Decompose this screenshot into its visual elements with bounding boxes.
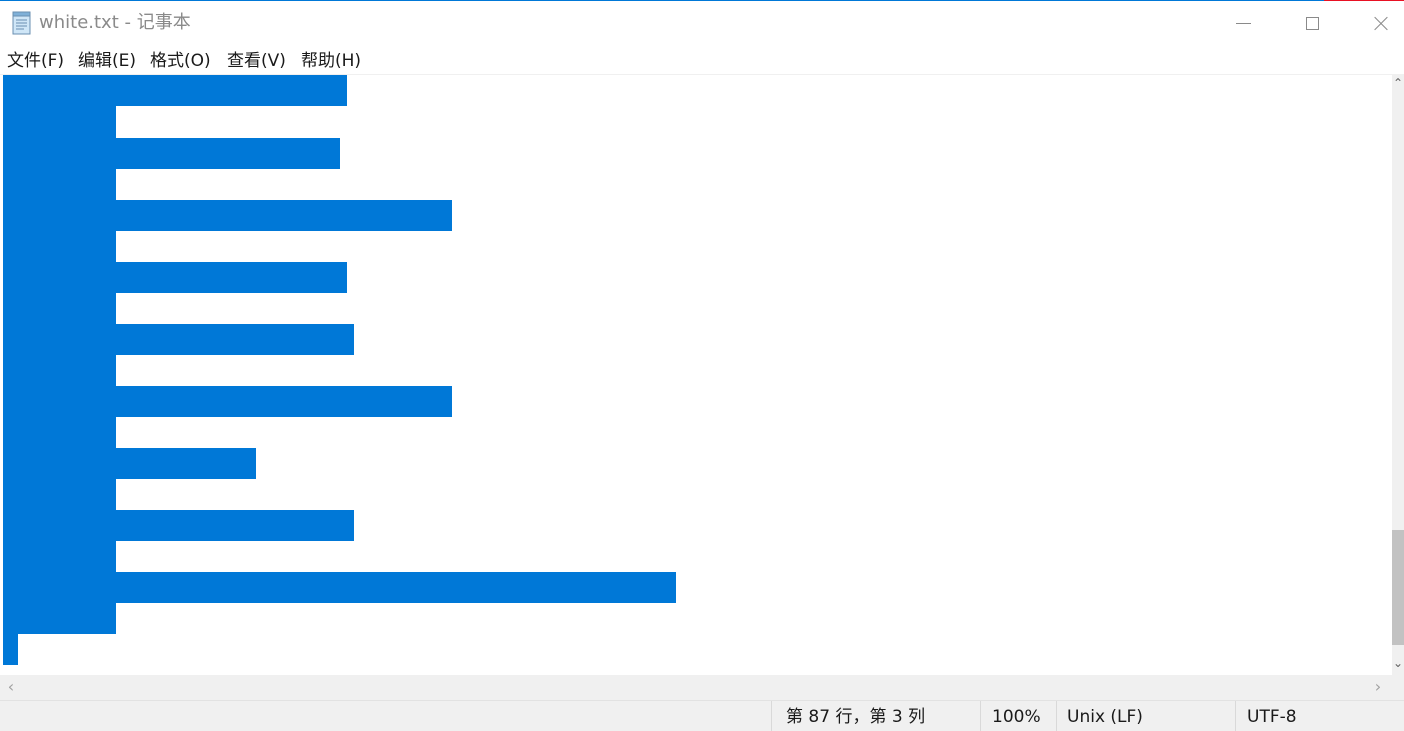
title-bar[interactable]: white.txt - 记事本 [0, 1, 1404, 46]
selection-block [3, 75, 116, 634]
window-title: white.txt - 记事本 [39, 12, 191, 33]
menu-edit[interactable]: 编辑(E) [78, 51, 137, 71]
selection-line [116, 324, 354, 355]
horizontal-scrollbar[interactable]: ‹ › [0, 675, 1392, 700]
vertical-scroll-thumb[interactable] [1392, 530, 1404, 645]
menu-view[interactable]: 查看(V) [227, 51, 286, 71]
scroll-right-icon[interactable]: › [1374, 677, 1382, 696]
scrollbar-corner [1392, 675, 1404, 700]
window-accent-border [0, 0, 1404, 1]
encoding: UTF-8 [1235, 701, 1404, 731]
minimize-button[interactable] [1208, 1, 1278, 46]
selection-line [116, 386, 452, 417]
selection-line [116, 510, 354, 541]
scroll-down-icon[interactable]: ⌄ [1392, 656, 1404, 670]
menu-help[interactable]: 帮助(H) [301, 51, 362, 71]
close-icon [1373, 16, 1389, 32]
scroll-left-icon[interactable]: ‹ [7, 677, 15, 696]
maximize-button[interactable] [1277, 1, 1347, 46]
status-bar: 第 87 行，第 3 列 100% Unix (LF) UTF-8 [0, 700, 1404, 731]
close-button[interactable] [1346, 1, 1404, 46]
scroll-up-icon[interactable]: ⌃ [1392, 76, 1404, 90]
menu-format[interactable]: 格式(O) [150, 51, 211, 71]
selection-line [116, 200, 452, 231]
selection-line [116, 75, 347, 106]
zoom-level: 100% [980, 701, 1057, 731]
menu-file[interactable]: 文件(F) [7, 51, 65, 71]
selection-line [116, 138, 340, 169]
line-ending: Unix (LF) [1056, 701, 1236, 731]
selection-line [116, 448, 256, 479]
menu-divider [0, 74, 1404, 75]
selection-line [3, 634, 18, 665]
cursor-position: 第 87 行，第 3 列 [771, 701, 981, 731]
menu-bar: 文件(F) 编辑(E) 格式(O) 查看(V) 帮助(H) [0, 46, 1404, 75]
text-editor[interactable] [0, 75, 1392, 675]
minimize-icon [1235, 23, 1251, 24]
selection-line [116, 262, 347, 293]
notepad-icon [12, 11, 31, 35]
maximize-icon [1305, 17, 1319, 30]
selection-line [116, 572, 676, 603]
vertical-scrollbar[interactable]: ⌃ ⌄ [1392, 75, 1404, 675]
